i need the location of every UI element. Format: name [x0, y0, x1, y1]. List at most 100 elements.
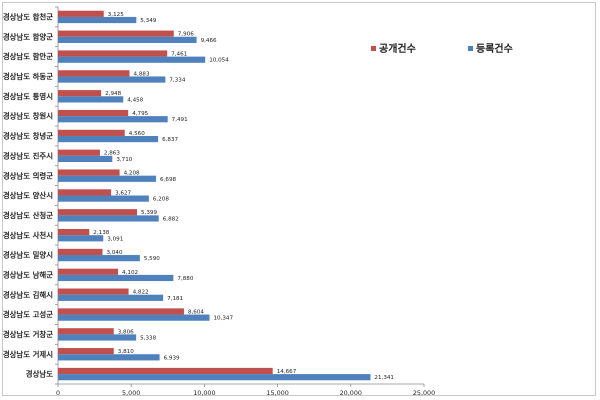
data-label-public: 4,795	[132, 111, 148, 117]
bar-public	[58, 50, 168, 57]
bar-public	[58, 10, 104, 17]
data-label-public: 2,948	[105, 91, 121, 97]
bar-public	[58, 149, 100, 156]
x-tick-label: 25,000	[413, 389, 435, 397]
bar-public	[58, 209, 138, 216]
data-label-registered: 6,208	[153, 197, 169, 203]
data-label-registered: 5,349	[140, 18, 156, 24]
category-label: 경상남도 거창군	[3, 330, 53, 339]
bar-registered	[58, 116, 168, 123]
legend-label-public: 공개건수	[379, 42, 416, 55]
data-label-public: 4,560	[129, 131, 145, 137]
x-tick-label: 5,000	[122, 389, 140, 397]
data-label-public: 3,125	[108, 12, 124, 18]
category-label: 경상남도 의령군	[3, 171, 53, 180]
data-label-registered: 7,880	[177, 276, 193, 282]
category-label: 경상남도 하동군	[3, 72, 53, 81]
category-label: 경상남도 통영시	[3, 92, 53, 101]
data-label-public: 4,208	[124, 171, 140, 177]
category-label: 경상남도 창녕군	[3, 132, 53, 141]
bar-registered	[58, 16, 137, 24]
bar-registered	[58, 135, 159, 143]
bar-public	[58, 70, 130, 77]
bar-registered	[58, 96, 124, 103]
data-label-registered: 5,338	[140, 335, 156, 341]
data-label-public: 4,883	[133, 71, 149, 77]
data-label-registered: 6,882	[163, 216, 179, 222]
bar-registered	[58, 354, 160, 361]
category-label: 경상남도 거제시	[3, 350, 53, 359]
bar-registered	[58, 235, 104, 242]
category-label: 경상남도	[26, 370, 53, 379]
data-label-public: 8,604	[188, 309, 204, 315]
bar-registered	[58, 374, 371, 381]
data-label-public: 5,399	[141, 210, 157, 216]
data-label-public: 4,102	[122, 270, 138, 276]
data-label-registered: 7,491	[172, 117, 188, 123]
bar-registered	[58, 76, 166, 83]
bar-public	[58, 248, 103, 256]
bar-registered	[58, 334, 137, 341]
bar-public	[58, 308, 184, 315]
data-label-registered: 5,590	[144, 256, 160, 262]
bar-registered	[58, 56, 206, 63]
bar-public	[58, 348, 114, 355]
data-label-registered: 9,466	[201, 38, 217, 44]
data-label-public: 2,138	[93, 230, 109, 236]
data-label-registered: 6,698	[160, 177, 176, 183]
legend-label-registered: 등록건수	[476, 42, 513, 55]
data-label-registered: 21,341	[374, 375, 394, 381]
category-label: 경상남도 남해군	[3, 270, 53, 279]
x-tick-label: 20,000	[340, 389, 362, 397]
x-tick-label: 15,000	[266, 389, 288, 397]
bar-registered	[58, 36, 197, 43]
data-label-registered: 3,091	[107, 236, 123, 242]
data-label-registered: 6,939	[164, 355, 180, 361]
data-label-public: 3,810	[118, 349, 134, 355]
category-label: 경상남도 고성군	[3, 310, 53, 319]
category-label: 경상남도 함안군	[3, 52, 53, 61]
data-label-registered: 10,347	[213, 316, 233, 322]
bar-registered	[58, 195, 149, 202]
data-label-registered: 10,054	[209, 58, 229, 64]
data-label-public: 7,461	[171, 52, 187, 58]
bar-registered	[58, 274, 174, 282]
bar-public	[58, 90, 102, 97]
bar-public	[58, 129, 125, 136]
bar-registered	[58, 255, 140, 262]
data-label-public: 3,627	[115, 190, 131, 196]
category-label: 경상남도 양산시	[3, 191, 53, 200]
bar-public	[58, 367, 273, 375]
bar-registered	[58, 175, 157, 182]
category-label: 경상남도 창원시	[3, 112, 53, 121]
bar-registered	[58, 314, 210, 321]
data-label-public: 7,906	[178, 32, 194, 38]
bar-registered	[58, 215, 159, 222]
data-label-registered: 6,837	[162, 137, 178, 143]
chart-frame: 0 5,000 10,000 15,000 20,000 25,000 경상남도 합천군 3,…	[2, 2, 596, 397]
bar-registered	[58, 294, 164, 301]
bar-registered	[58, 155, 113, 163]
bar-public	[58, 288, 129, 295]
category-label: 경상남도 사천시	[3, 231, 53, 240]
category-label: 경상남도 산청군	[3, 211, 53, 220]
bar-chart: 0 5,000 10,000 15,000 20,000 25,000 경상남도 합천군 3,…	[3, 6, 513, 397]
bar-public	[58, 228, 90, 236]
category-label: 경상남도 밀양시	[3, 251, 53, 260]
category-label: 경상남도 합천군	[3, 13, 53, 22]
bar-public	[58, 30, 174, 37]
x-tick-label: 0	[56, 389, 60, 397]
data-label-registered: 3,710	[116, 157, 132, 163]
data-label-registered: 7,181	[167, 296, 183, 302]
bar-public	[58, 189, 112, 196]
category-label: 경상남도 김해시	[3, 290, 53, 299]
data-label-registered: 7,334	[169, 78, 185, 84]
data-label-registered: 4,458	[127, 97, 143, 103]
data-label-public: 3,040	[107, 250, 123, 256]
category-label: 경상남도 함양군	[3, 32, 53, 41]
legend-swatch-public	[371, 46, 376, 51]
bar-public	[58, 268, 119, 275]
data-label-public: 3,806	[118, 329, 134, 335]
data-label-public: 4,822	[133, 290, 149, 296]
x-tick-label: 10,000	[193, 389, 215, 397]
